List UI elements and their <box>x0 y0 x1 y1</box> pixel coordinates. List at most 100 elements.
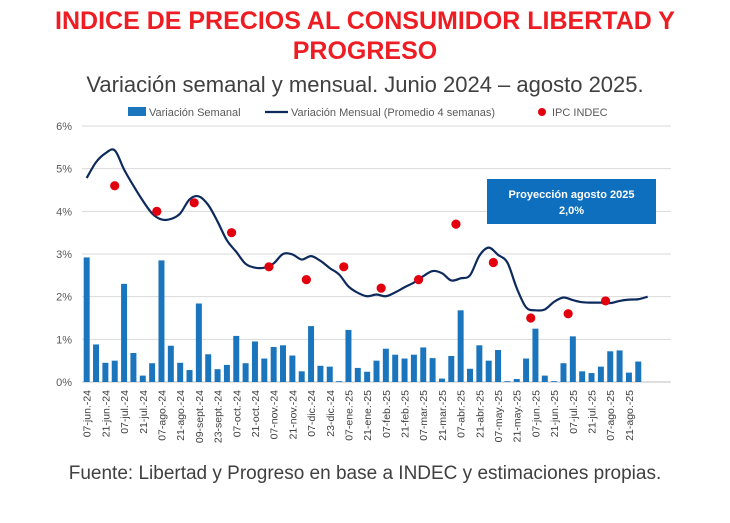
weekly-bar <box>336 381 343 382</box>
weekly-bars <box>83 257 642 382</box>
y-tick-label: 2% <box>56 292 72 304</box>
weekly-bar <box>139 375 146 382</box>
weekly-bar <box>616 350 623 382</box>
x-tick-label: 07-jun.-24 <box>82 390 94 437</box>
weekly-bar <box>420 347 427 382</box>
weekly-bar <box>130 352 137 382</box>
weekly-bar <box>523 358 530 382</box>
weekly-bar <box>504 381 511 382</box>
x-tick-label: 21-abr.-25 <box>474 390 486 438</box>
weekly-bar <box>223 364 230 382</box>
callout-box <box>487 179 656 224</box>
weekly-bar <box>102 362 109 382</box>
legend-point-swatch <box>538 108 546 116</box>
weekly-bar <box>195 303 202 382</box>
weekly-bar <box>579 371 586 382</box>
x-tick-label: 07-oct.-24 <box>231 390 243 437</box>
gridlines <box>82 125 671 383</box>
weekly-bar <box>560 363 567 382</box>
weekly-bar <box>326 366 333 382</box>
weekly-bar <box>513 379 520 382</box>
x-tick-label: 07-ago.-25 <box>605 390 617 441</box>
x-tick-label: 07-abr.-25 <box>456 390 468 438</box>
x-tick-label: 21-mar.-25 <box>437 390 449 441</box>
weekly-bar <box>448 355 455 382</box>
projection-callout: Proyección agosto 2025 2,0% <box>487 179 656 224</box>
x-tick-label: 21-feb.-25 <box>400 390 412 438</box>
indec-point <box>488 257 498 268</box>
weekly-bar <box>373 360 380 382</box>
indec-point <box>413 275 424 285</box>
weekly-bar <box>261 358 268 382</box>
legend-point-label: IPC INDEC <box>552 107 608 119</box>
indec-point <box>339 262 349 272</box>
weekly-bar <box>149 363 156 382</box>
x-tick-label: 07-nov.-24 <box>269 390 281 440</box>
legend-line-label: Variación Mensual (Promedio 4 semanas) <box>291 107 495 119</box>
x-tick-label: 07-jul.-25 <box>568 390 580 434</box>
x-tick-label: 07-jul.-24 <box>119 390 131 434</box>
indec-point <box>526 313 536 323</box>
x-tick-label: 07-jun.-25 <box>530 390 542 437</box>
monthly-line-path <box>85 148 648 312</box>
weekly-bar <box>467 368 473 382</box>
indec-point <box>189 198 199 208</box>
indec-point <box>152 206 162 216</box>
weekly-bar <box>93 344 100 382</box>
weekly-bar <box>214 369 221 382</box>
x-tick-label: 21-jun.-25 <box>549 390 561 437</box>
x-tick-label: 21-may.-25 <box>512 390 524 442</box>
weekly-bar <box>551 381 558 382</box>
weekly-bar <box>607 351 614 382</box>
weekly-bar <box>121 283 128 382</box>
weekly-bar <box>158 260 165 382</box>
weekly-bar <box>588 373 595 382</box>
x-axis-labels: 07-jun.-24 21-jun.-24 07-jul.-24 21-jul.-24… <box>82 390 636 443</box>
x-tick-label: 07-dic.-24 <box>306 390 318 437</box>
x-tick-label: 21-ago.-24 <box>175 390 187 441</box>
weekly-bar <box>289 355 296 382</box>
x-tick-label: 07-ene.-25 <box>343 390 355 441</box>
weekly-bar <box>354 367 361 382</box>
weekly-bar <box>308 326 315 382</box>
y-tick-label: 3% <box>56 249 72 261</box>
x-tick-label: 21-jun.-24 <box>100 390 112 437</box>
x-tick-label: 07-may.-25 <box>493 390 505 442</box>
weekly-bar <box>251 341 258 382</box>
indec-point <box>226 228 237 238</box>
weekly-bar <box>317 365 324 382</box>
weekly-bar <box>569 336 576 382</box>
weekly-bar <box>167 345 174 382</box>
weekly-bar <box>476 345 483 382</box>
weekly-bar <box>495 350 502 382</box>
weekly-bar <box>111 360 118 382</box>
weekly-bar <box>83 257 90 382</box>
weekly-bar <box>438 378 445 382</box>
x-tick-label: 23-dic.-24 <box>325 390 337 437</box>
weekly-bar <box>298 371 305 382</box>
weekly-bar <box>597 366 604 382</box>
y-tick-label: 5% <box>56 164 72 176</box>
y-tick-label: 0% <box>56 377 72 389</box>
legend-bar-swatch <box>128 107 146 116</box>
indec-point <box>264 262 274 272</box>
indec-point <box>451 219 461 229</box>
x-tick-label: 07-feb.-25 <box>381 390 393 438</box>
weekly-bar <box>541 375 548 382</box>
weekly-bar <box>457 310 464 382</box>
monthly-line <box>85 148 648 312</box>
weekly-bar <box>280 345 286 382</box>
x-tick-label: 21-jul.-24 <box>138 390 150 434</box>
indec-point <box>563 309 573 319</box>
weekly-bar <box>345 329 352 382</box>
weekly-bar <box>625 372 632 382</box>
y-axis: 0% 1% 2% 3% 4% 5% 6% <box>56 121 72 389</box>
weekly-bar <box>233 335 240 382</box>
x-tick-label: 21-ene.-25 <box>362 390 374 441</box>
y-tick-label: 4% <box>56 206 72 218</box>
weekly-bar <box>205 354 212 382</box>
weekly-bar <box>177 362 184 382</box>
x-tick-label: 21-oct.-24 <box>250 390 262 437</box>
x-tick-label: 07-ago.-24 <box>156 390 168 441</box>
chart-title-text: INDICE DE PRECIOS AL CONSUMIDOR LIBERTAD… <box>55 7 675 65</box>
